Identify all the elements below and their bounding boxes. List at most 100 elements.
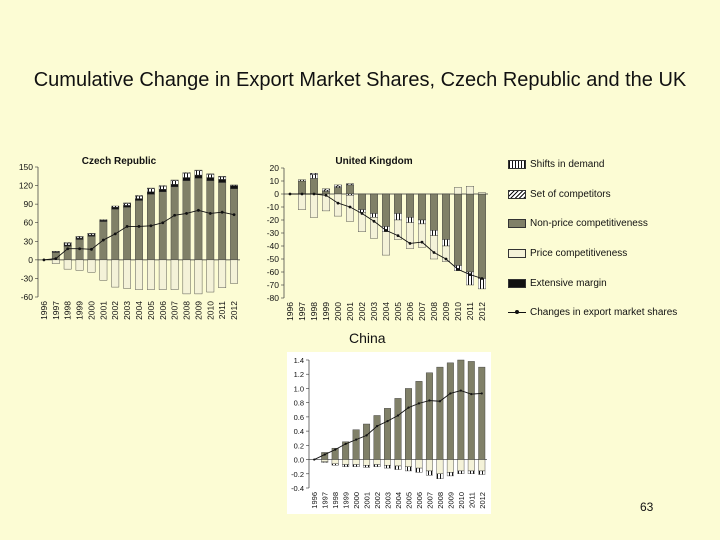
x-tick-label: 2008 (182, 301, 192, 320)
bar-shifts (384, 465, 391, 469)
bar-price (406, 222, 414, 249)
x-tick-label: 2002 (110, 301, 120, 320)
x-tick-label: 2012 (477, 302, 487, 321)
bar-shifts (218, 176, 227, 180)
bar-extensive (194, 174, 203, 179)
x-tick-label: 2007 (417, 302, 427, 321)
market-share-point (101, 238, 105, 242)
x-tick-label: 2011 (465, 302, 475, 321)
bar-shifts (457, 470, 465, 474)
bar-shifts (170, 180, 179, 185)
bar-nonprice (218, 182, 227, 261)
market-share-point (313, 458, 316, 461)
bar-nonprice (406, 193, 414, 218)
bar-price (478, 192, 486, 195)
market-share-point (66, 247, 70, 251)
bar-shifts (310, 174, 318, 179)
x-tick-label: 2001 (345, 302, 355, 321)
bar-shifts (111, 205, 120, 208)
x-tick-label: 1998 (331, 492, 340, 509)
chart-title: United Kingdom (335, 156, 412, 167)
x-tick-label: 2009 (446, 492, 455, 509)
bar-competitors (194, 169, 203, 171)
market-share-point (54, 257, 58, 261)
bar-price (298, 193, 306, 210)
market-share-point (300, 192, 304, 196)
x-tick-label: 1996 (39, 301, 49, 320)
x-tick-label: 2010 (453, 302, 463, 321)
bar-price (415, 459, 423, 469)
china-chart: -0.4 -0.2 0.0 0.2 0.4 0.6 0.8 1.0 1.2 1.4 1996 1997… (287, 352, 491, 514)
y-tick-label: -30 (267, 228, 280, 238)
bar-price (457, 459, 465, 472)
y-tick-label: 30 (24, 236, 34, 246)
legend-label: Extensive margin (530, 278, 607, 289)
bar-competitors (87, 233, 96, 235)
x-tick-label: 1999 (75, 301, 85, 320)
legend-label: Changes in export market shares (530, 307, 678, 318)
bar-price (342, 459, 350, 465)
bar-shifts (406, 217, 414, 223)
bar-shifts (230, 184, 238, 186)
bar-extensive (170, 184, 179, 188)
bar-nonprice (382, 193, 390, 227)
x-tick-label: 2004 (134, 301, 144, 320)
market-share-point (438, 400, 441, 403)
bar-nonprice (442, 193, 450, 240)
market-share-point (480, 277, 484, 280)
bar-shifts (442, 239, 450, 247)
bar-shifts (478, 278, 486, 290)
x-tick-label: 1997 (297, 302, 307, 321)
y-tick-label: -60 (267, 267, 280, 277)
bar-shifts (135, 195, 143, 199)
y-tick-label: -0.4 (291, 484, 304, 493)
x-tick-label: 1999 (342, 492, 351, 509)
market-share-point (444, 257, 448, 261)
x-tick-label: 2001 (363, 492, 372, 509)
bar-price (436, 459, 444, 474)
market-share-point (312, 192, 316, 196)
y-tick-label: 0 (28, 255, 33, 265)
bar-competitors (206, 173, 215, 175)
bar-competitors (135, 195, 143, 197)
x-tick-label: 2004 (394, 492, 403, 509)
bar-competitors (146, 187, 155, 189)
page-number: 63 (640, 500, 654, 514)
x-tick-label: 2011 (217, 301, 227, 320)
legend-swatch-price (508, 249, 526, 258)
bar-price (352, 459, 360, 465)
legend-swatch-nonprice (508, 219, 526, 228)
x-tick-label: 2003 (384, 492, 393, 509)
bar-price (321, 459, 329, 462)
y-tick-label: 1.0 (294, 384, 304, 393)
bar-shifts (467, 470, 475, 474)
legend-item-price-competitiveness: Price competitiveness (508, 248, 627, 259)
bar-shifts (342, 464, 350, 467)
bar-shifts (478, 470, 486, 475)
bar-price (430, 235, 438, 260)
market-share-point (113, 232, 117, 236)
bar-price (418, 223, 426, 248)
bar-shifts (99, 219, 108, 221)
market-share-point (468, 273, 472, 276)
bar-price (310, 193, 318, 218)
market-share-point (355, 438, 358, 441)
bar-price (63, 259, 72, 270)
bar-nonprice (158, 191, 167, 261)
market-share-point (208, 212, 212, 215)
x-tick-label: 1996 (310, 492, 319, 509)
market-share-point (408, 242, 412, 245)
bar-shifts (63, 242, 72, 246)
bar-price (394, 219, 402, 240)
y-tick-label: -20 (267, 215, 280, 225)
bar-nonprice (418, 193, 426, 221)
bar-nonprice (436, 366, 444, 460)
bar-price (478, 459, 486, 472)
legend-swatch-extensive (508, 279, 526, 288)
bar-nonprice (182, 180, 191, 261)
y-tick-label: 0.8 (294, 399, 304, 408)
bar-nonprice (454, 193, 462, 266)
y-tick-label: -0.2 (291, 470, 304, 479)
bar-competitors (322, 188, 330, 191)
bar-nonprice (425, 372, 433, 460)
